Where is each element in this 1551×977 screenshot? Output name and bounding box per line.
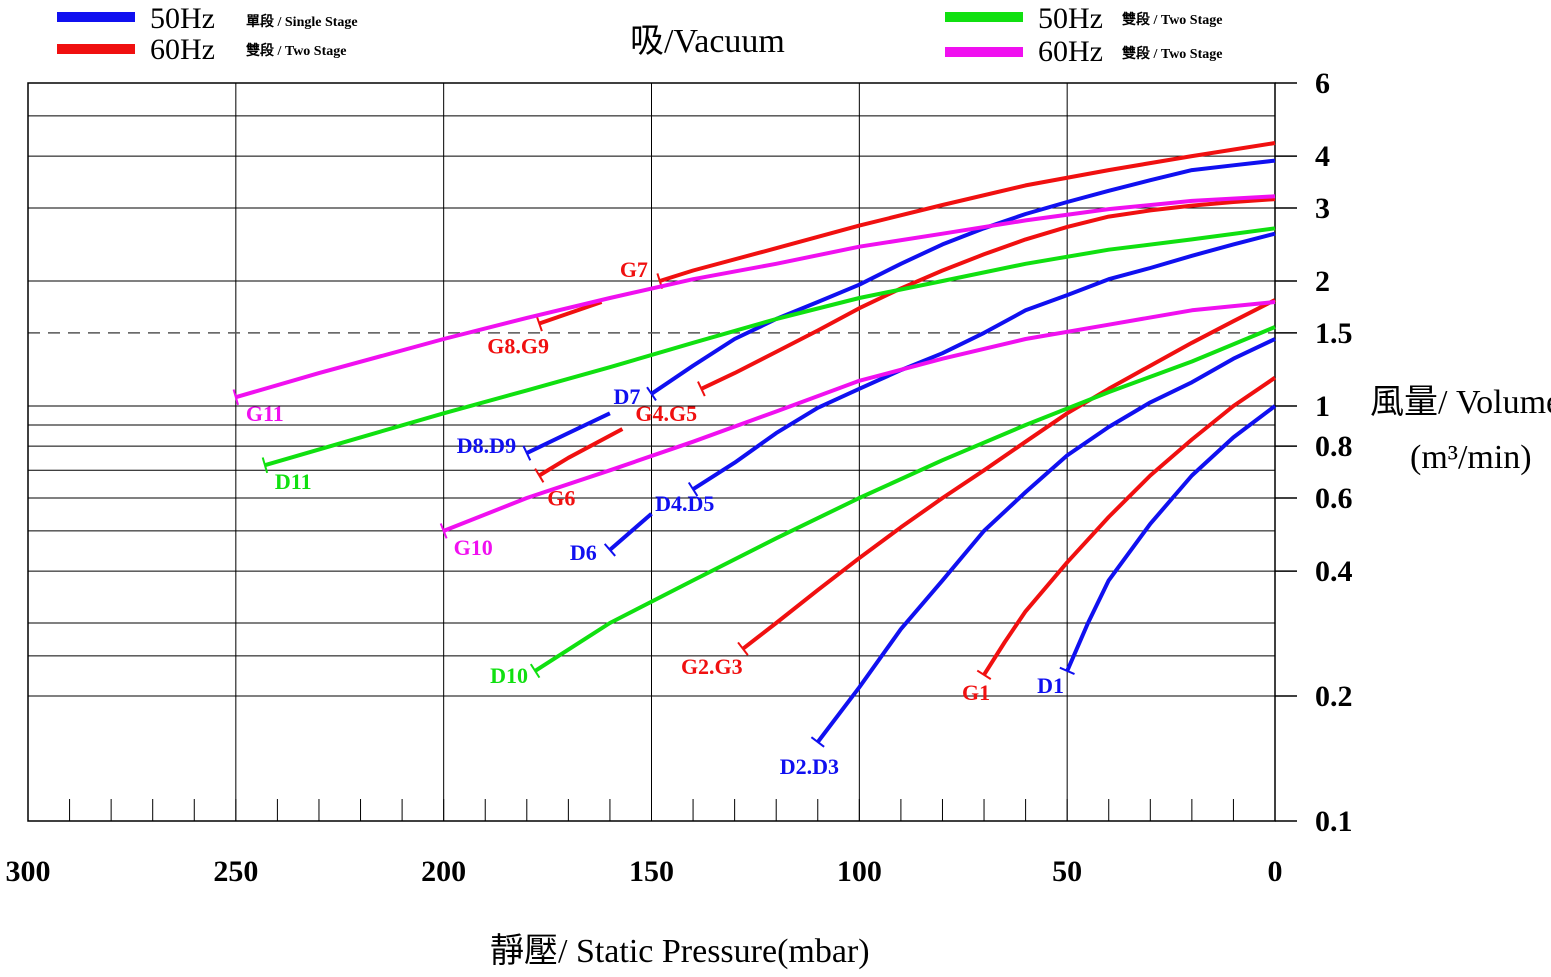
series-line-d7 [650, 158, 1276, 396]
x-tick-labels: 300 250 200 150 100 50 0 [6, 855, 1283, 888]
series-end-cap [687, 481, 699, 497]
series-line-g11 [235, 194, 1276, 400]
legend: 50Hz 單段 / Single Stage 60Hz 雙段 / Two Sta… [57, 2, 1222, 68]
series-end-cap [232, 389, 240, 406]
series-labels: D1 D2.D3 D4.D5 D6 D7 D8.D9 G1 G2.G3 G4.G5 G6 G7 G8.… [246, 257, 1064, 779]
series-label: D6 [570, 540, 597, 565]
y-tick-labels: 6 4 3 2 1.5 1 0.8 0.6 0.4 0.2 0.1 [1275, 67, 1353, 838]
series-end-cap [522, 445, 532, 461]
series-label: D4.D5 [655, 491, 714, 516]
y-tick-label: 0.1 [1315, 805, 1353, 838]
legend-swatch [57, 44, 135, 54]
series-line-g10 [442, 300, 1276, 533]
legend-item: 50Hz 雙段 / Two Stage [945, 2, 1222, 35]
legend-swatch [57, 12, 135, 22]
series-end-cap [535, 315, 543, 332]
series-label: G6 [547, 485, 575, 510]
series-end-cap [439, 523, 448, 539]
series-label: G2.G3 [681, 654, 743, 679]
legend-stage: 單段 / Single Stage [246, 13, 358, 30]
series-end-cap [976, 669, 992, 680]
series-label: G10 [454, 535, 493, 560]
y-tick-label: 0.2 [1315, 680, 1353, 713]
y-tick-label: 2 [1315, 265, 1330, 298]
chart-title: 吸/Vacuum [630, 23, 785, 60]
legend-freq: 50Hz [1038, 2, 1103, 35]
series-line-d6 [608, 512, 653, 552]
series-end-cap [737, 641, 749, 656]
series-line-d8-d9 [525, 411, 611, 455]
y-tick-label: 1.5 [1315, 317, 1353, 350]
series-end-cap [261, 457, 269, 474]
series-line-d10 [534, 325, 1276, 673]
y-tick-label: 6 [1315, 67, 1330, 100]
series-line-d2-d3 [816, 337, 1276, 744]
series-layer [232, 141, 1277, 748]
series-end-cap [603, 543, 616, 557]
legend-swatch [945, 47, 1023, 57]
series-line-g4-g5 [700, 197, 1276, 391]
x-tick-label: 0 [1268, 855, 1283, 888]
series-label: G8.G9 [487, 334, 549, 359]
x-tick-label: 300 [6, 855, 51, 888]
series-label: D1 [1037, 673, 1064, 698]
x-minor-ticks [69, 799, 1234, 821]
y-tick-label: 0.8 [1315, 430, 1353, 463]
legend-item: 60Hz 雙段 / Two Stage [945, 35, 1222, 68]
legend-freq: 50Hz [150, 2, 215, 35]
series-label: G11 [246, 401, 284, 426]
series-label: G1 [962, 680, 990, 705]
x-tick-label: 100 [837, 855, 882, 888]
series-line-d1 [1065, 404, 1277, 672]
y-axis-unit: (m³/min) [1410, 439, 1532, 476]
series-line-g6 [538, 427, 624, 478]
y-tick-label: 4 [1315, 140, 1330, 173]
series-end-cap [1059, 666, 1075, 675]
legend-freq: 60Hz [150, 33, 215, 66]
series-label: D2.D3 [780, 754, 839, 779]
series-line-g8-g9 [538, 300, 603, 326]
legend-freq: 60Hz [1038, 35, 1103, 68]
series-end-cap [534, 468, 545, 483]
legend-swatch [945, 12, 1023, 22]
series-label: G4.G5 [635, 401, 697, 426]
series-line-d11 [264, 226, 1276, 468]
y-tick-label: 1 [1315, 390, 1330, 423]
series-line-g2-g3 [741, 298, 1276, 651]
series-end-cap [810, 736, 825, 748]
x-tick-label: 150 [629, 855, 674, 888]
grid [27, 82, 1276, 822]
legend-stage: 雙段 / Two Stage [1122, 11, 1222, 28]
x-tick-label: 50 [1052, 855, 1082, 888]
series-line-g1 [982, 376, 1277, 676]
legend-item: 60Hz 雙段 / Two Stage [57, 33, 346, 66]
series-end-cap [646, 386, 657, 401]
y-tick-label: 3 [1315, 192, 1330, 225]
series-label: D7 [614, 384, 641, 409]
series-label: D8.D9 [457, 433, 516, 458]
x-tick-label: 200 [421, 855, 466, 888]
series-line-g7 [659, 141, 1276, 283]
series-line-d4-d5 [692, 231, 1276, 491]
y-tick-label: 0.4 [1315, 555, 1353, 588]
series-label: G7 [620, 257, 648, 282]
legend-stage: 雙段 / Two Stage [246, 42, 346, 59]
series-end-cap [529, 663, 541, 679]
legend-item: 50Hz 單段 / Single Stage [57, 2, 358, 35]
series-label: D11 [275, 469, 312, 494]
x-tick-label: 250 [213, 855, 258, 888]
series-end-cap [697, 381, 706, 397]
x-axis-title: 靜壓/ Static Pressure(mbar) [490, 932, 870, 970]
y-tick-label: 0.6 [1315, 482, 1353, 515]
y-axis-title: 風量/ Volume [1370, 384, 1551, 421]
legend-stage: 雙段 / Two Stage [1122, 45, 1222, 62]
series-label: D10 [490, 663, 528, 688]
